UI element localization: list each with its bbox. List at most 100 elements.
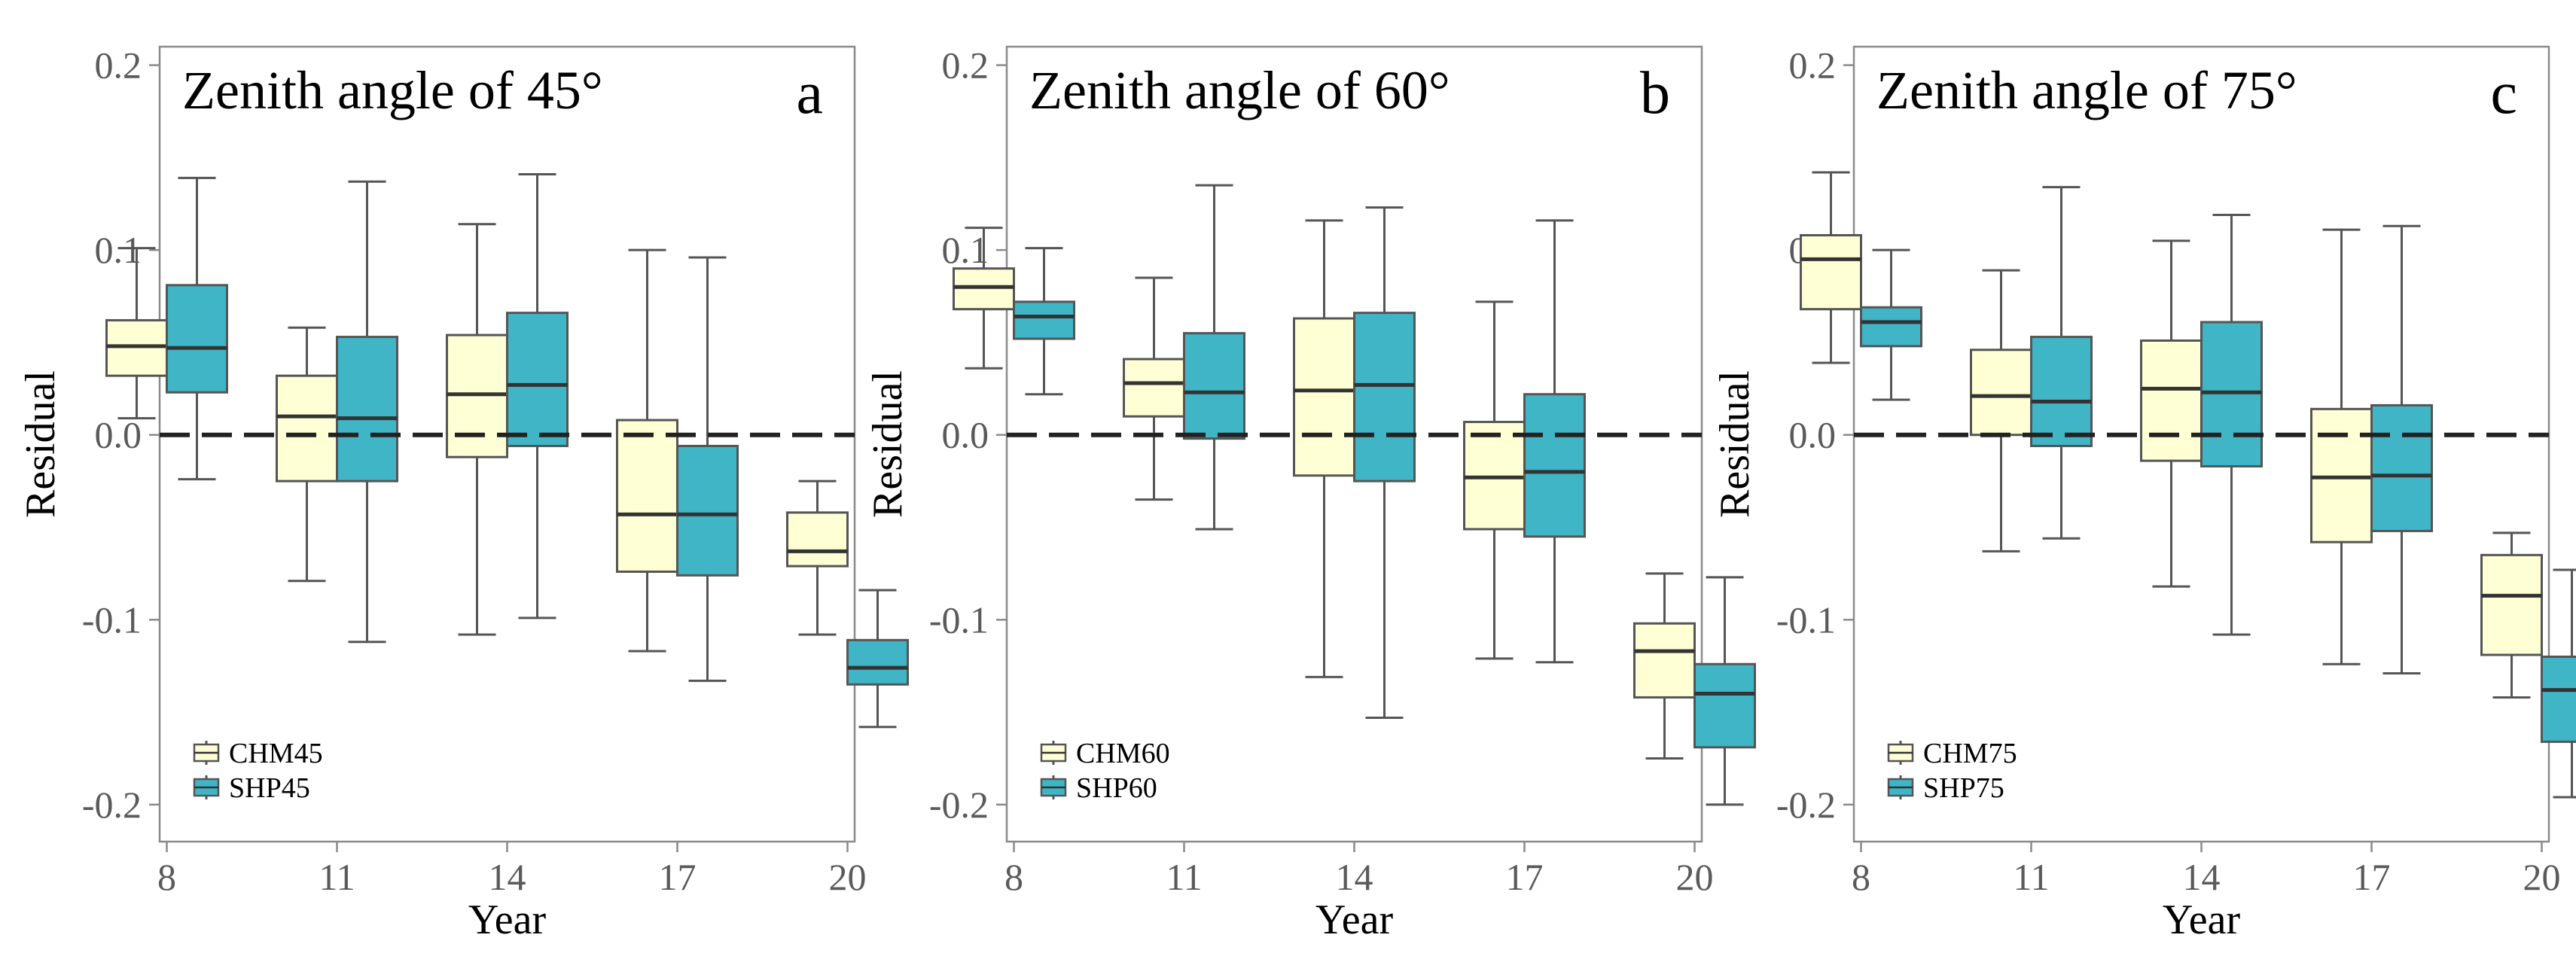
legend-item-CHM60: CHM60: [1040, 738, 1170, 769]
box-SHP60-17: [1523, 219, 1586, 664]
panel-letter: b: [1640, 60, 1670, 126]
x-tick-label: 14: [1336, 856, 1373, 898]
y-tick-label: -0.1: [82, 598, 142, 641]
legend-label: SHP75: [1923, 772, 2004, 804]
box-iqr: [1633, 622, 1696, 699]
box-SHP60-14: [1353, 206, 1416, 719]
box-CHM60-11: [1123, 276, 1185, 501]
box-iqr: [1123, 358, 1185, 418]
y-tick-label: 0.0: [95, 414, 142, 456]
y-tick-label: 0.2: [1789, 44, 1837, 87]
x-axis-title: Year: [2163, 897, 2241, 943]
box-iqr: [2030, 336, 2093, 447]
legend-label: CHM60: [1076, 738, 1170, 769]
y-tick-label: 0.1: [95, 229, 142, 271]
box-iqr: [1293, 317, 1355, 477]
box-iqr: [1800, 233, 1862, 311]
x-tick-label: 8: [1004, 856, 1023, 898]
box-iqr: [1183, 332, 1245, 440]
box-SHP75-20: [2541, 568, 2576, 799]
x-tick-label: 17: [2353, 856, 2391, 898]
legend-label: SHP45: [229, 772, 310, 804]
legend-item-SHP75: SHP75: [1887, 772, 2004, 804]
panel-title: Zenith angle of 45°: [182, 60, 603, 120]
box-iqr: [2541, 655, 2576, 743]
box-SHP75-8: [1860, 248, 1922, 401]
box-iqr: [336, 336, 398, 483]
y-tick-label: 0.0: [1789, 414, 1837, 456]
box-iqr: [1353, 312, 1416, 483]
box-SHP45-17: [676, 256, 739, 682]
panel-b: -0.2 -0.1 0.0 0.1 0.2 8 11 14 17 20 Zenith angle o…: [864, 44, 1756, 943]
y-tick-label: 0.2: [95, 44, 142, 87]
box-CHM60-14: [1293, 219, 1355, 678]
y-axis-title: Residual: [17, 370, 64, 518]
box-iqr: [1693, 662, 1756, 749]
x-tick-label: 14: [489, 856, 526, 898]
box-SHP60-11: [1183, 184, 1245, 531]
y-tick-label: 0.0: [942, 414, 989, 456]
box-SHP75-14: [2200, 213, 2263, 636]
box-iqr: [1970, 349, 2032, 437]
box-SHP75-11: [2030, 186, 2093, 540]
x-tick-label: 20: [829, 856, 867, 898]
panel-letter: c: [2490, 60, 2517, 126]
x-tick-label: 11: [1166, 856, 1202, 898]
box-CHM60-20: [1633, 572, 1696, 760]
box-CHM75-20: [2480, 531, 2543, 699]
box-iqr: [676, 444, 739, 577]
box-CHM60-8: [953, 227, 1015, 370]
box-SHP45-14: [506, 172, 569, 620]
box-iqr: [276, 374, 338, 483]
box-CHM45-20: [786, 480, 849, 636]
box-SHP45-11: [336, 180, 398, 644]
box-iqr: [616, 419, 678, 573]
box-CHM45-11: [276, 326, 338, 583]
x-tick-label: 20: [2523, 856, 2561, 898]
box-iqr: [2480, 553, 2543, 656]
x-tick-label: 8: [157, 856, 176, 898]
y-axis-title: Residual: [864, 370, 911, 518]
y-tick-label: -0.1: [929, 598, 989, 641]
panel-title: Zenith angle of 75°: [1876, 60, 2297, 120]
box-CHM75-17: [2310, 228, 2373, 665]
y-tick-label: -0.2: [82, 784, 142, 826]
x-axis-title: Year: [1315, 897, 1394, 943]
x-tick-label: 14: [2183, 856, 2221, 898]
y-axis-title: Residual: [1712, 370, 1758, 518]
x-tick-label: 8: [1852, 856, 1870, 898]
y-tick-label: -0.2: [929, 784, 989, 826]
panel-title: Zenith angle of 60°: [1029, 60, 1450, 120]
box-SHP45-8: [166, 176, 228, 481]
box-CHM75-8: [1800, 171, 1862, 364]
box-iqr: [2140, 339, 2203, 462]
box-CHM45-8: [105, 247, 168, 420]
box-CHM75-14: [2140, 239, 2203, 588]
box-iqr: [2370, 403, 2433, 532]
legend-label: CHM45: [229, 738, 323, 769]
panel-letter: a: [796, 60, 823, 126]
box-SHP60-8: [1013, 247, 1075, 396]
y-tick-label: 0.1: [942, 229, 989, 271]
legend-label: CHM75: [1923, 738, 2017, 769]
box-iqr: [1523, 393, 1586, 538]
x-tick-label: 11: [2013, 856, 2049, 898]
x-tick-label: 17: [1506, 856, 1544, 898]
y-tick-label: 0.2: [942, 44, 989, 87]
x-axis-title: Year: [468, 897, 547, 943]
legend-item-CHM45: CHM45: [193, 738, 323, 769]
x-tick-label: 20: [1676, 856, 1714, 898]
box-iqr: [166, 284, 228, 394]
box-CHM45-17: [616, 248, 678, 653]
x-tick-label: 11: [319, 856, 355, 898]
x-tick-label: 17: [659, 856, 697, 898]
box-iqr: [1013, 300, 1075, 340]
legend-item-SHP60: SHP60: [1040, 772, 1157, 804]
box-iqr: [1860, 306, 1922, 348]
legend-item-CHM75: CHM75: [1887, 738, 2017, 769]
box-SHP45-20: [846, 589, 909, 729]
box-SHP75-17: [2370, 224, 2433, 675]
legend-item-SHP45: SHP45: [193, 772, 310, 804]
